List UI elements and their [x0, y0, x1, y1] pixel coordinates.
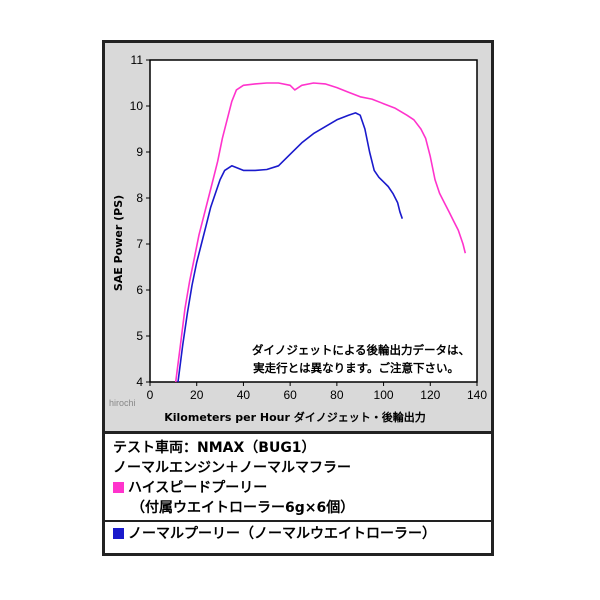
- annotation-line-1: ダイノジェットによる後輪出力データは、: [252, 343, 470, 357]
- x-tick-label: 80: [330, 388, 344, 402]
- series-line-high-speed: [174, 82, 467, 383]
- y-tick-label: 6: [136, 283, 143, 297]
- annotation-line-2: 実走行とは異なります。ご注意下さい。: [253, 361, 459, 375]
- test-vehicle: テスト車両：NMAX（BUG1）: [113, 440, 316, 456]
- legend-swatch-magenta: [113, 482, 124, 493]
- legend-sub-high-speed: （付属ウエイトローラー6g×6個）: [131, 500, 355, 516]
- y-tick-label: 4: [136, 375, 143, 389]
- x-axis-label: Kilometers per Hour ダイノジェット・後輪出力: [164, 410, 426, 424]
- y-tick-label: 11: [131, 53, 144, 67]
- x-tick-label: 20: [190, 388, 204, 402]
- y-tick-label: 5: [136, 329, 143, 343]
- x-tick-label: 60: [283, 388, 297, 402]
- x-tick-label: 140: [467, 388, 487, 402]
- x-tick-label: 120: [420, 388, 440, 402]
- chart-area: 4 5 6 7 8 9 10 11 0 20 40 60 80 100 120 140 SAE Power …: [105, 43, 491, 431]
- y-tick-label: 7: [136, 237, 143, 251]
- chart-frame: 4 5 6 7 8 9 10 11 0 20 40 60 80 100 120 140 SAE Power …: [102, 40, 494, 556]
- watermark: hirochi: [109, 398, 136, 408]
- legend-label-normal: ノーマルプーリー（ノーマルウエイトローラー）: [128, 526, 436, 542]
- y-tick-label: 10: [130, 99, 144, 113]
- y-tick-label: 8: [136, 191, 143, 205]
- y-tick-label: 9: [136, 145, 143, 159]
- series-line-normal: [177, 112, 404, 383]
- dyno-chart: 4 5 6 7 8 9 10 11 0 20 40 60 80 100 120 140 SAE Power …: [109, 53, 487, 424]
- x-tick-label: 100: [374, 388, 394, 402]
- legend-item-normal: ノーマルプーリー（ノーマルウエイトローラー）: [105, 520, 491, 544]
- engine-config: ノーマルエンジン＋ノーマルマフラー: [113, 460, 351, 476]
- legend-item-high-speed: ハイスピードプーリー: [105, 478, 491, 498]
- legend-swatch-blue: [113, 528, 124, 539]
- legend-label-high-speed: ハイスピードプーリー: [128, 480, 268, 496]
- x-tick-label: 40: [237, 388, 251, 402]
- x-tick-label: 0: [147, 388, 154, 402]
- info-panel: テスト車両：NMAX（BUG1） ノーマルエンジン＋ノーマルマフラー ハイスピー…: [105, 431, 491, 553]
- y-axis-label: SAE Power (PS): [112, 195, 125, 291]
- plot-area: [149, 59, 478, 383]
